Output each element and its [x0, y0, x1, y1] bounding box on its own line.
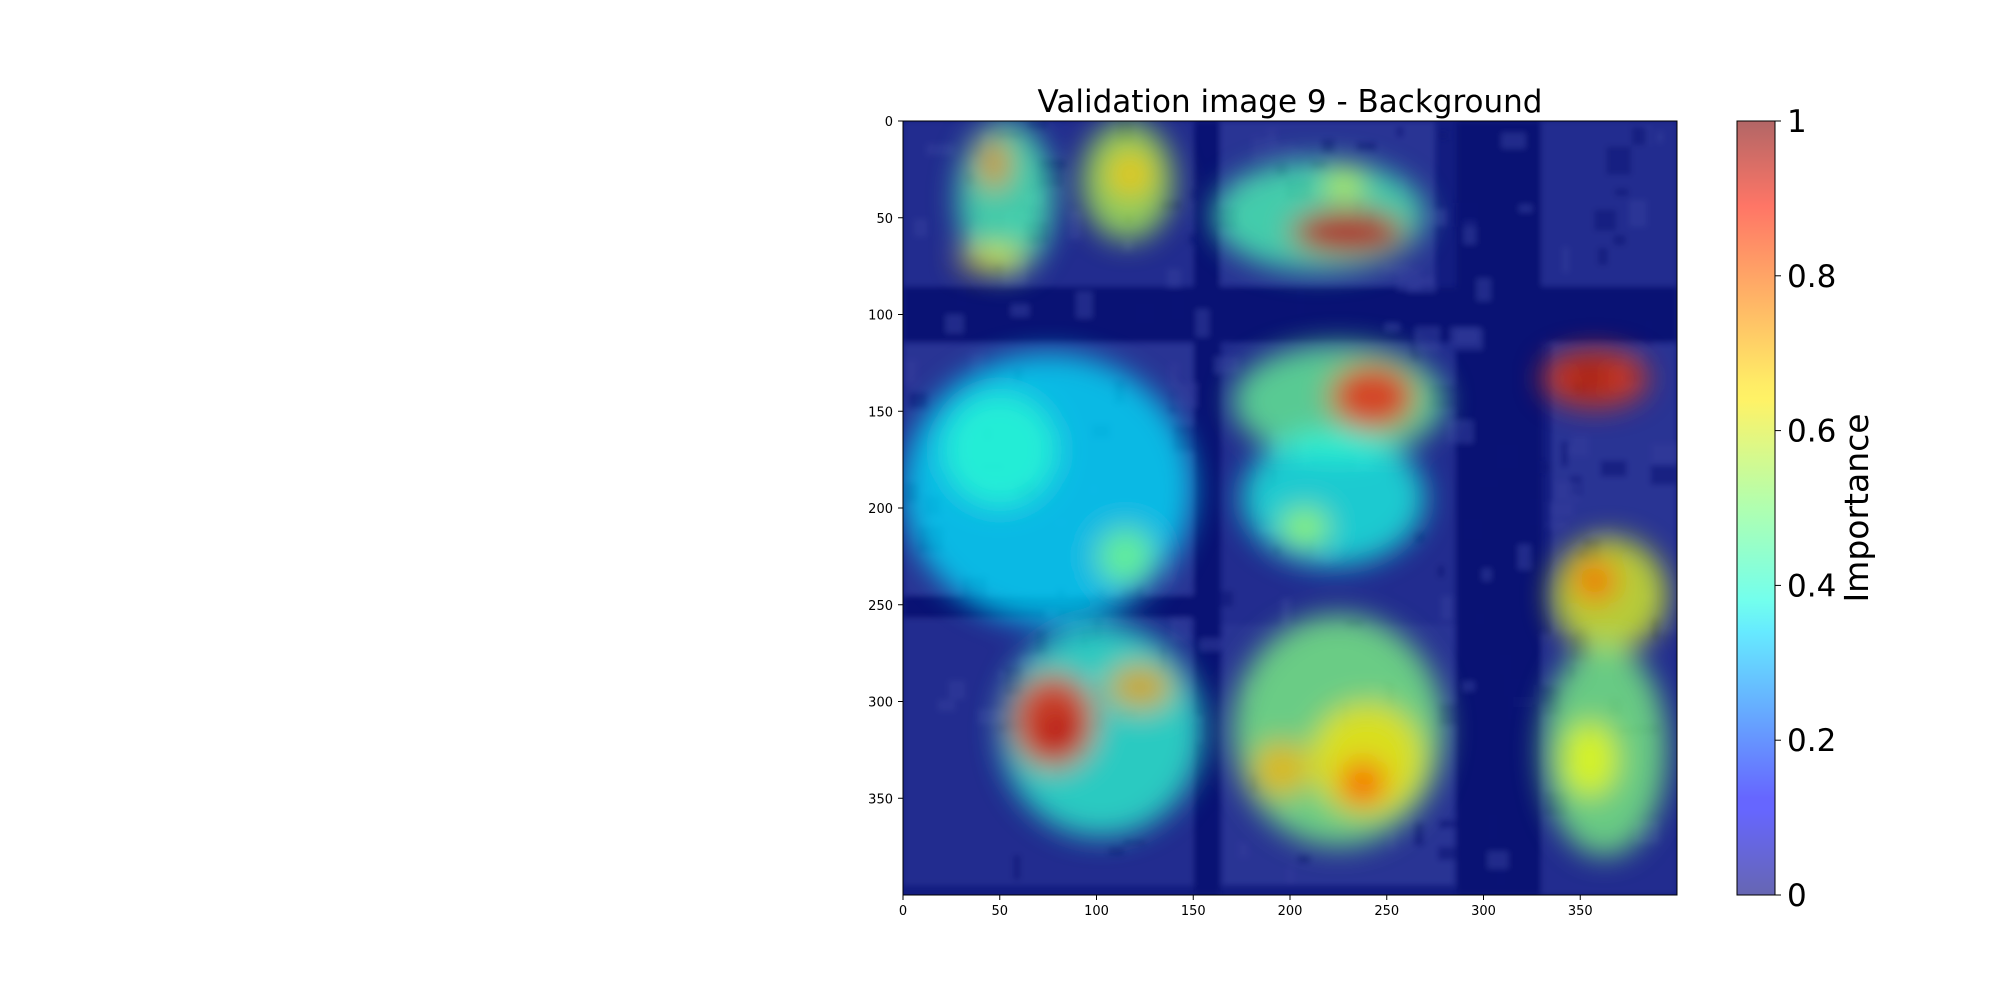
x-tick-label: 300	[1471, 904, 1496, 919]
heat-region	[1241, 430, 1426, 567]
heat-region	[957, 244, 1027, 272]
colorbar-tick-label: 0.6	[1787, 414, 1836, 450]
heat-region	[1096, 527, 1155, 586]
heat-region	[941, 391, 1058, 509]
colorbar-label: Importance	[1837, 413, 1876, 602]
y-tick-label: 0	[885, 115, 893, 130]
x-tick-label: 200	[1278, 904, 1303, 919]
heat-region	[1106, 150, 1155, 199]
heat-region	[1106, 662, 1174, 712]
x-tick-label: 250	[1374, 904, 1399, 919]
x-tick-label: 50	[991, 904, 1008, 919]
heat-region	[1324, 169, 1364, 199]
x-tick-label: 350	[1568, 904, 1593, 919]
heat-region	[1309, 701, 1426, 818]
y-tick-label: 300	[868, 696, 893, 711]
colorbar-tick-label: 0.2	[1787, 723, 1836, 759]
colorbar-frame	[1736, 120, 1776, 896]
heat-region	[1251, 740, 1310, 799]
y-tick-label: 150	[868, 405, 893, 420]
heat-region	[1328, 362, 1416, 431]
colorbar	[1737, 121, 1775, 895]
colorbar-tick-label: 0.4	[1787, 568, 1836, 604]
heat-region	[976, 136, 1012, 191]
colorbar-tick-label: 0.8	[1787, 259, 1836, 295]
y-tick-label: 350	[868, 792, 893, 807]
heat-region	[1570, 362, 1610, 392]
x-tick-label: 0	[899, 904, 907, 919]
heatmap-plot	[903, 121, 1677, 895]
heat-region	[1570, 556, 1619, 605]
y-tick-label: 250	[868, 599, 893, 614]
heat-region	[1280, 507, 1329, 547]
heat-region	[903, 353, 1194, 625]
heat-region	[1338, 759, 1387, 808]
y-tick-label: 200	[868, 502, 893, 517]
x-tick-label: 150	[1181, 904, 1206, 919]
x-axis: 0 50 100 150 200 250 300 350	[899, 895, 1593, 919]
x-tick-label: 100	[1084, 904, 1109, 919]
colorbar-tick-label: 0	[1787, 878, 1807, 914]
heat-overlay	[903, 121, 1668, 857]
colorbar-ticks: 0 0.2 0.4 0.6 0.8 1	[1775, 104, 1836, 914]
heat-region	[1038, 711, 1078, 750]
chart-title: Validation image 9 - Background	[1038, 84, 1543, 120]
heat-region	[1560, 720, 1619, 799]
y-tick-label: 50	[876, 212, 893, 227]
colorbar-tick-label: 1	[1787, 104, 1807, 140]
heat-region	[1290, 208, 1407, 257]
y-tick-label: 100	[868, 309, 893, 324]
y-axis: 0 50 100 150 200 250 300 350	[868, 115, 903, 807]
